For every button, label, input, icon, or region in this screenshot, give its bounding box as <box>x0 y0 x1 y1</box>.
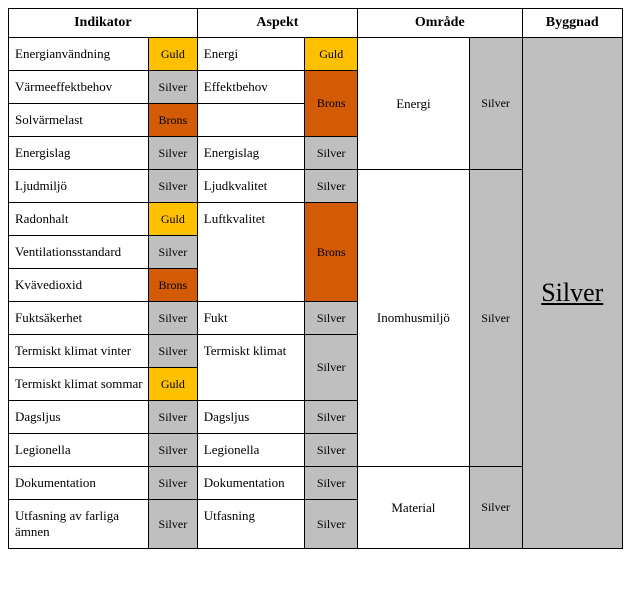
omrade-rating: Silver <box>469 170 522 467</box>
omrade-label: Energi <box>358 38 470 170</box>
indikator-rating: Brons <box>149 269 198 302</box>
aspekt-rating: Silver <box>305 401 358 434</box>
indikator-label: Energianvändning <box>9 38 149 71</box>
aspekt-label: Legionella <box>197 434 305 467</box>
indikator-label: Solvärmelast <box>9 104 149 137</box>
aspekt-label: Dokumentation <box>197 467 305 500</box>
indikator-rating: Silver <box>149 335 198 368</box>
indikator-label: Dagsljus <box>9 401 149 434</box>
omrade-label: Material <box>358 467 470 549</box>
aspekt-rating: Silver <box>305 137 358 170</box>
indikator-label: Kvävedioxid <box>9 269 149 302</box>
aspekt-rating: Silver <box>305 434 358 467</box>
aspekt-rating: Silver <box>305 170 358 203</box>
header-omrade: Område <box>358 9 522 38</box>
aspekt-label: Luftkvalitet <box>197 203 305 302</box>
indikator-label: Dokumentation <box>9 467 149 500</box>
aspekt-rating: Silver <box>305 467 358 500</box>
indikator-label: Utfasning av farliga ämnen <box>9 500 149 549</box>
indikator-label: Termiskt klimat sommar <box>9 368 149 401</box>
indikator-label: Fuktsäkerhet <box>9 302 149 335</box>
byggnad-rating: Silver <box>522 38 623 549</box>
header-row: Indikator Aspekt Område Byggnad <box>9 9 623 38</box>
aspekt-label <box>197 104 305 137</box>
indikator-rating: Guld <box>149 38 198 71</box>
indikator-rating: Guld <box>149 203 198 236</box>
indikator-rating: Silver <box>149 467 198 500</box>
indikator-rating: Silver <box>149 137 198 170</box>
aspekt-label: Termiskt klimat <box>197 335 305 401</box>
indikator-rating: Brons <box>149 104 198 137</box>
aspekt-label: Ljudkvalitet <box>197 170 305 203</box>
indikator-label: Värmeeffektbehov <box>9 71 149 104</box>
table-body: EnergianvändningGuldEnergiGuldEnergiSilv… <box>9 38 623 549</box>
aspekt-label: Energi <box>197 38 305 71</box>
indikator-label: Ljudmiljö <box>9 170 149 203</box>
indikator-label: Energislag <box>9 137 149 170</box>
aspekt-rating: Guld <box>305 38 358 71</box>
aspekt-rating: Brons <box>305 71 358 137</box>
table-row: EnergianvändningGuldEnergiGuldEnergiSilv… <box>9 38 623 71</box>
rating-table: Indikator Aspekt Område Byggnad Energian… <box>8 8 623 549</box>
indikator-rating: Silver <box>149 500 198 549</box>
omrade-rating: Silver <box>469 467 522 549</box>
indikator-rating: Silver <box>149 170 198 203</box>
aspekt-rating: Silver <box>305 302 358 335</box>
aspekt-label: Dagsljus <box>197 401 305 434</box>
header-indikator: Indikator <box>9 9 198 38</box>
indikator-label: Legionella <box>9 434 149 467</box>
aspekt-rating: Silver <box>305 335 358 401</box>
indikator-rating: Guld <box>149 368 198 401</box>
header-byggnad: Byggnad <box>522 9 623 38</box>
aspekt-label: Fukt <box>197 302 305 335</box>
aspekt-label: Utfasning <box>197 500 305 549</box>
aspekt-label: Energislag <box>197 137 305 170</box>
indikator-label: Termiskt klimat vinter <box>9 335 149 368</box>
aspekt-rating: Brons <box>305 203 358 302</box>
aspekt-rating: Silver <box>305 500 358 549</box>
indikator-label: Ventilationsstandard <box>9 236 149 269</box>
indikator-rating: Silver <box>149 434 198 467</box>
indikator-label: Radonhalt <box>9 203 149 236</box>
omrade-label: Inomhusmiljö <box>358 170 470 467</box>
indikator-rating: Silver <box>149 236 198 269</box>
indikator-rating: Silver <box>149 302 198 335</box>
omrade-rating: Silver <box>469 38 522 170</box>
aspekt-label: Effektbehov <box>197 71 305 104</box>
header-aspekt: Aspekt <box>197 9 357 38</box>
indikator-rating: Silver <box>149 401 198 434</box>
indikator-rating: Silver <box>149 71 198 104</box>
